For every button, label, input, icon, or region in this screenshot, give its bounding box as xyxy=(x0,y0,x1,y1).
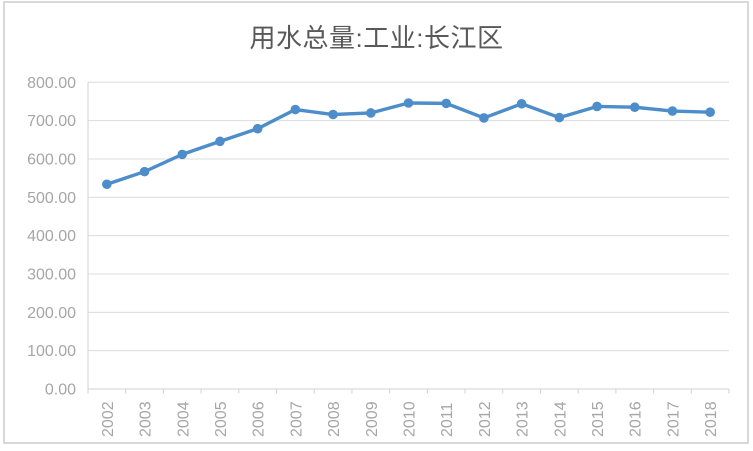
data-point xyxy=(554,112,565,123)
data-point xyxy=(705,107,715,118)
x-tick-label: 2007 xyxy=(288,401,305,437)
y-tick-label: 500.00 xyxy=(27,190,76,207)
data-point xyxy=(177,149,188,160)
x-tick-label: 2006 xyxy=(251,401,268,437)
data-point xyxy=(403,98,414,108)
y-tick-label: 300.00 xyxy=(27,266,76,283)
data-point xyxy=(215,136,225,147)
x-tick-label: 2005 xyxy=(213,401,230,437)
x-tick-label: 2013 xyxy=(515,401,532,437)
data-point xyxy=(516,98,527,109)
data-point xyxy=(139,166,150,177)
y-tick-label: 800.00 xyxy=(27,75,76,92)
x-tick-label: 2003 xyxy=(138,401,155,437)
axes-group xyxy=(87,82,730,394)
y-tick-label: 0.00 xyxy=(45,382,76,399)
x-tick-label: 2004 xyxy=(175,401,192,437)
y-tick-label: 600.00 xyxy=(27,151,76,168)
x-tick-label: 2010 xyxy=(402,401,419,437)
data-point xyxy=(290,104,301,115)
series-group xyxy=(102,98,715,190)
data-point xyxy=(479,113,489,123)
data-point xyxy=(252,123,263,134)
x-tick-labels-group: 2002 2003 2004 2005 2006 2007 2008 2009 2010 2011… xyxy=(100,401,720,437)
data-point xyxy=(629,102,640,113)
x-tick-label: 2017 xyxy=(665,401,682,437)
x-tick-label: 2002 xyxy=(100,401,117,437)
x-tick-label: 2012 xyxy=(477,401,494,437)
data-point xyxy=(667,106,678,116)
x-tick-label: 2009 xyxy=(364,401,381,437)
y-tick-label: 200.00 xyxy=(27,305,76,322)
data-point xyxy=(441,98,452,109)
x-tick-label: 2008 xyxy=(326,401,343,437)
y-tick-label: 700.00 xyxy=(27,113,76,130)
y-tick-label: 100.00 xyxy=(27,343,76,360)
x-tick-label: 2011 xyxy=(439,402,456,437)
x-tick-label: 2015 xyxy=(590,401,607,437)
data-point xyxy=(102,179,112,190)
data-point xyxy=(592,101,602,112)
x-tick-label: 2014 xyxy=(552,401,569,437)
data-point xyxy=(365,108,376,118)
gridlines-group xyxy=(88,81,729,352)
data-line xyxy=(105,101,712,186)
chart-frame-border xyxy=(3,1,749,444)
data-point xyxy=(328,109,338,120)
x-tick-label: 2016 xyxy=(628,401,645,437)
x-tick-label: 2018 xyxy=(703,401,720,437)
y-tick-label: 400.00 xyxy=(27,228,76,245)
y-tick-labels-group: 0.00 100.00 200.00 300.00 400.00 500.00 600.00… xyxy=(27,75,76,399)
